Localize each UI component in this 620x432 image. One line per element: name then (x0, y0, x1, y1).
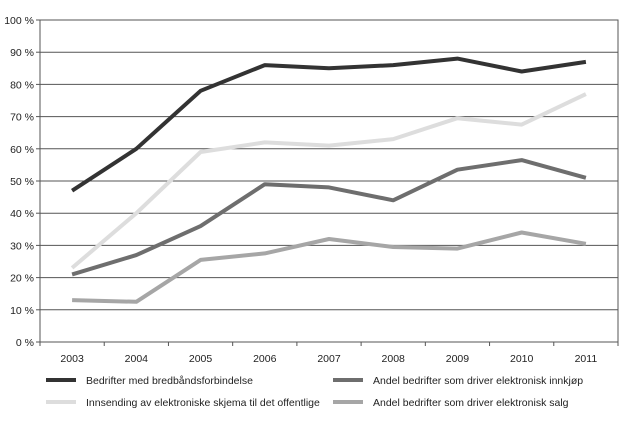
y-axis-ticks: 0 % 10 % 20 % 30 % 40 % 50 % 60 % 70 % 80 % 90 % 1… (4, 15, 40, 349)
series-lines (70, 56, 587, 304)
y-tick-label: 50 % (10, 176, 34, 188)
x-tick-label: 2011 (575, 353, 598, 365)
x-tick-label: 2005 (189, 353, 213, 365)
y-tick-label: 60 % (10, 144, 34, 156)
x-tick-label: 2009 (446, 353, 470, 365)
x-axis-ticks: 2003 2004 2005 2006 2007 2008 2009 2010 2011 (39, 342, 619, 365)
gridlines (40, 51, 618, 311)
series-line (71, 56, 587, 193)
x-tick-label: 2003 (60, 353, 84, 365)
y-tick-label: 40 % (10, 208, 34, 220)
series-line (71, 158, 587, 277)
x-tick-label: 2004 (125, 353, 149, 365)
y-tick-label: 20 % (10, 273, 34, 285)
y-tick-label: 70 % (10, 112, 34, 124)
y-tick-label: 10 % (10, 305, 34, 317)
legend-label: Bedrifter med bredbåndsforbindelse (86, 375, 253, 387)
x-tick-label: 2006 (253, 353, 277, 365)
y-tick-label: 80 % (10, 79, 34, 91)
x-tick-label: 2007 (317, 353, 341, 365)
legend-label: Innsending av elektroniske skjema til de… (86, 397, 320, 409)
y-tick-label: 100 % (4, 15, 34, 27)
legend-label: Andel bedrifter som driver elektronisk i… (373, 375, 583, 387)
y-tick-label: 0 % (16, 337, 34, 349)
legend: Bedrifter med bredbåndsforbindelse Andel … (46, 375, 583, 409)
y-tick-label: 30 % (10, 240, 34, 252)
series-line (70, 92, 587, 270)
legend-label: Andel bedrifter som driver elektronisk s… (373, 397, 569, 409)
x-tick-label: 2010 (510, 353, 534, 365)
series-line (72, 230, 587, 304)
x-tick-label: 2008 (382, 353, 406, 365)
y-tick-label: 90 % (10, 47, 34, 59)
